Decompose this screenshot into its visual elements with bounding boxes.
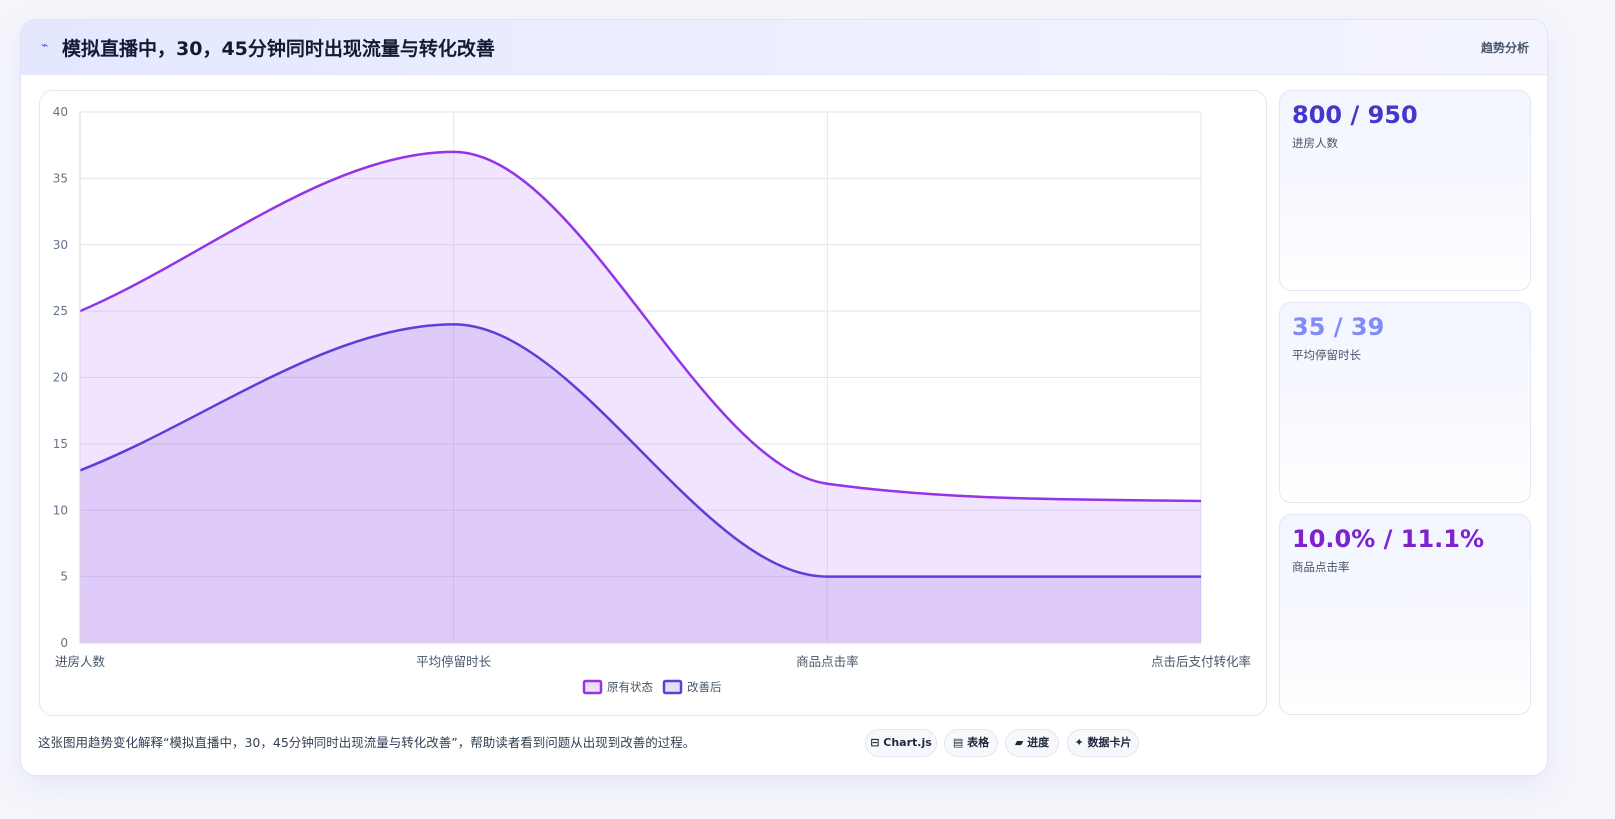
y-tick-label: 35 (53, 171, 68, 185)
kpi-label: 平均停留时长 (1292, 348, 1361, 362)
legend-label: 原有状态 (607, 680, 653, 694)
chip-table[interactable]: ▤ 表格 (944, 729, 998, 757)
series-line (79, 323, 1201, 578)
legend-swatch (662, 679, 683, 695)
category-tag: 趋势分析 (1480, 41, 1529, 55)
chip-chartjs[interactable]: ⊟ Chart.js (865, 729, 937, 757)
y-tick-label: 40 (53, 105, 68, 119)
legend: 原有状态 改善后 (582, 679, 722, 695)
chart-description: 这张图用趋势变化解释“模拟直播中，30，45分钟同时出现流量与转化改善”，帮助读… (38, 735, 696, 750)
series-area (80, 151, 1201, 643)
y-tick-label: 15 (53, 437, 68, 451)
kpi-value: 800 / 950 (1292, 101, 1418, 129)
kpi-value: 35 / 39 (1292, 313, 1385, 341)
kpi-label: 商品点击率 (1292, 560, 1350, 574)
y-tick-label: 0 (60, 636, 68, 650)
chip-data-cards[interactable]: ✦ 数据卡片 (1067, 729, 1139, 757)
kpi-label: 进房人数 (1292, 136, 1338, 150)
y-tick-label: 25 (53, 304, 68, 318)
trend-icon: ⌁ (41, 38, 49, 52)
y-tick-label: 10 (53, 503, 68, 517)
chip-label: ▤ 表格 (952, 736, 990, 749)
chip-label: ⊟ Chart.js (870, 736, 932, 749)
chip-label: ▰ 进度 (1014, 736, 1050, 749)
main-card: ⌁ 模拟直播中，30，45分钟同时出现流量与转化改善 趋势分析 0 5 10 15 20… (20, 19, 1548, 776)
series-line (79, 150, 1202, 503)
kpi-value: 10.0% / 11.1% (1292, 525, 1484, 553)
y-tick-label: 30 (53, 238, 68, 252)
y-tick-label: 5 (60, 570, 68, 584)
y-tick-label: 20 (53, 371, 68, 385)
header-bar: ⌁ 模拟直播中，30，45分钟同时出现流量与转化改善 趋势分析 (21, 20, 1547, 75)
chart-panel: 0 5 10 15 20 25 30 35 40 进房人数 平均停留时长 商品点击率 点击后支付转化率原… (39, 90, 1267, 716)
kpi-card-dwell-time: 35 / 39 平均停留时长 (1279, 302, 1531, 503)
legend-swatch (582, 679, 603, 695)
chip-label: ✦ 数据卡片 (1074, 736, 1132, 749)
x-tick-label: 点击后支付转化率 (1151, 654, 1251, 669)
kpi-card-visitors: 800 / 950 进房人数 (1279, 90, 1531, 291)
area-chart: 0 5 10 15 20 25 30 35 40 进房人数 平均停留时长 商品点击率 点击后支付转化率原… (53, 105, 1251, 695)
x-tick-label: 商品点击率 (796, 654, 859, 669)
kpi-card-click-rate: 10.0% / 11.1% 商品点击率 (1279, 514, 1531, 715)
legend-label: 改善后 (687, 680, 722, 694)
x-tick-label: 平均停留时长 (416, 654, 492, 669)
page-title: 模拟直播中，30，45分钟同时出现流量与转化改善 (62, 38, 495, 60)
x-tick-label: 进房人数 (55, 654, 106, 669)
series-area (80, 324, 1201, 643)
chip-progress[interactable]: ▰ 进度 (1005, 729, 1059, 757)
